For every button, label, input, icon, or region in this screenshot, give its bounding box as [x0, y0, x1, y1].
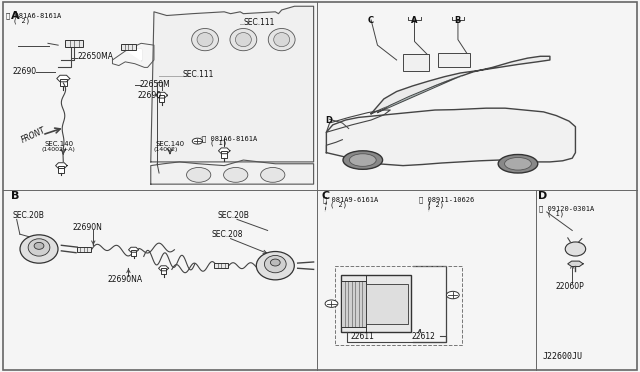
- Polygon shape: [56, 163, 67, 169]
- Ellipse shape: [268, 29, 295, 51]
- Text: FRONT: FRONT: [20, 125, 47, 144]
- Text: A: A: [11, 11, 20, 21]
- Text: SEC.208: SEC.208: [211, 230, 243, 240]
- Text: D: D: [325, 116, 332, 125]
- Text: SEC.140: SEC.140: [44, 141, 73, 147]
- Text: 22650MA: 22650MA: [77, 52, 113, 61]
- Text: SEC.111: SEC.111: [243, 19, 275, 28]
- Text: SEC.20B: SEC.20B: [218, 211, 250, 220]
- Circle shape: [192, 138, 202, 144]
- Bar: [335, 266, 463, 345]
- Polygon shape: [378, 76, 462, 113]
- Text: Ⓑ 081A6-8161A: Ⓑ 081A6-8161A: [6, 13, 61, 19]
- Bar: [221, 151, 227, 158]
- Bar: [65, 40, 83, 46]
- Text: Ⓑ 081A6-8161A: Ⓑ 081A6-8161A: [202, 135, 257, 142]
- Text: Ⓝ 08911-10626: Ⓝ 08911-10626: [419, 196, 474, 203]
- Text: 22650M: 22650M: [140, 80, 171, 89]
- Polygon shape: [151, 160, 314, 184]
- Polygon shape: [156, 92, 168, 98]
- Text: 22690N: 22690N: [72, 223, 102, 232]
- Bar: [403, 54, 429, 71]
- Text: SEC.20B: SEC.20B: [12, 211, 44, 220]
- Ellipse shape: [197, 33, 213, 46]
- Text: 22690: 22690: [12, 67, 36, 76]
- Text: (14002): (14002): [154, 147, 179, 152]
- Text: SEC.111: SEC.111: [182, 70, 214, 79]
- Ellipse shape: [264, 256, 286, 273]
- Bar: [60, 78, 67, 86]
- Text: B: B: [454, 16, 461, 25]
- Polygon shape: [326, 108, 575, 166]
- Ellipse shape: [565, 242, 586, 256]
- Text: J22600JU: J22600JU: [542, 352, 582, 361]
- Bar: [77, 247, 91, 252]
- Polygon shape: [218, 148, 230, 154]
- Bar: [214, 263, 228, 268]
- Polygon shape: [57, 75, 70, 82]
- Ellipse shape: [271, 259, 280, 266]
- Ellipse shape: [260, 167, 285, 182]
- Ellipse shape: [236, 33, 252, 46]
- Text: A: A: [411, 16, 417, 25]
- Text: ( 2): ( 2): [330, 202, 348, 208]
- Text: 22612: 22612: [412, 331, 436, 341]
- Text: 22690: 22690: [138, 92, 162, 100]
- Text: ( 1): ( 1): [209, 140, 227, 146]
- Ellipse shape: [256, 251, 294, 280]
- Polygon shape: [125, 49, 141, 60]
- Text: Ⓑ 09120-0301A: Ⓑ 09120-0301A: [539, 205, 595, 212]
- Bar: [438, 52, 470, 67]
- Polygon shape: [568, 261, 583, 266]
- Text: ( 2): ( 2): [13, 17, 31, 23]
- Bar: [131, 250, 136, 256]
- Text: 22060P: 22060P: [555, 282, 584, 291]
- Ellipse shape: [274, 33, 290, 46]
- Circle shape: [325, 300, 338, 307]
- Bar: [159, 95, 164, 102]
- Text: 22690NA: 22690NA: [108, 275, 143, 284]
- Ellipse shape: [498, 154, 538, 173]
- Circle shape: [447, 291, 460, 299]
- Polygon shape: [151, 6, 314, 162]
- Text: C: C: [368, 16, 374, 25]
- Bar: [58, 166, 64, 173]
- Ellipse shape: [343, 151, 383, 169]
- Ellipse shape: [186, 167, 211, 182]
- Polygon shape: [371, 56, 550, 114]
- Text: ( 2): ( 2): [427, 202, 444, 208]
- Text: ( 1): ( 1): [547, 211, 564, 217]
- Polygon shape: [159, 266, 168, 271]
- Ellipse shape: [504, 157, 531, 170]
- Bar: [341, 281, 365, 327]
- Text: 22611: 22611: [351, 331, 374, 341]
- Bar: [121, 44, 136, 49]
- Polygon shape: [129, 247, 138, 252]
- Text: SEC.140: SEC.140: [156, 141, 184, 147]
- Ellipse shape: [230, 29, 257, 51]
- Ellipse shape: [191, 29, 218, 51]
- Ellipse shape: [34, 243, 44, 249]
- Ellipse shape: [349, 154, 376, 166]
- Text: (14002+A): (14002+A): [42, 147, 76, 152]
- Text: Ⓑ 081A9-6161A: Ⓑ 081A9-6161A: [323, 196, 378, 203]
- Ellipse shape: [20, 235, 58, 263]
- Bar: [365, 283, 408, 324]
- Text: D: D: [538, 191, 548, 201]
- Text: C: C: [321, 191, 330, 201]
- Ellipse shape: [223, 167, 248, 182]
- Ellipse shape: [28, 239, 50, 256]
- Bar: [161, 268, 166, 274]
- Text: B: B: [11, 191, 19, 201]
- Bar: [341, 275, 412, 333]
